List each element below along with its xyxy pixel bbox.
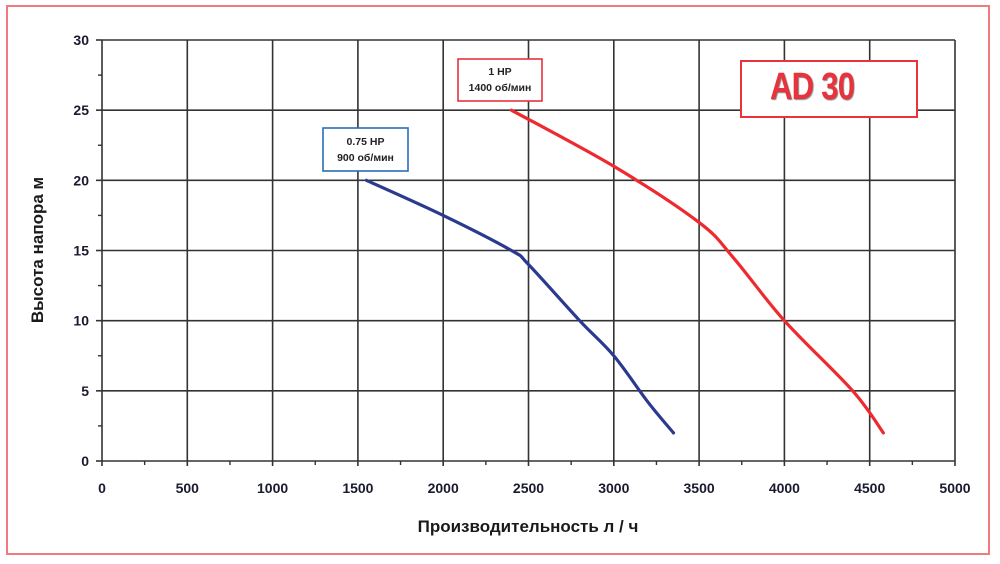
y-tick-label: 15	[73, 243, 89, 259]
series-label-red-line1: 1 HP	[488, 66, 511, 78]
x-tick-label: 4000	[769, 480, 800, 496]
x-tick-label: 1500	[342, 480, 373, 496]
x-tick-label: 500	[176, 480, 200, 496]
curve-1hp	[509, 108, 885, 435]
y-tick-label: 20	[73, 172, 89, 188]
series-label-red-line2: 1400 об/мин	[469, 82, 532, 94]
series-label-blue: 0.75 HP 900 об/мин	[322, 127, 409, 172]
x-tick-label: 5000	[939, 480, 970, 496]
x-axis-title: Производительность л / ч	[418, 517, 639, 536]
x-tick-labels: 0 500 1000 1500 2000 2500 3000 3500 4000 4500 5000	[98, 480, 971, 496]
series-label-blue-line2: 900 об/мин	[337, 152, 394, 164]
series-label-blue-line1: 0.75 HP	[347, 136, 385, 148]
y-tick-label: 0	[81, 453, 89, 469]
model-label: AD 30	[770, 66, 855, 108]
y-axis-title: Высота напора м	[28, 177, 47, 323]
model-label-box: AD 30	[740, 60, 918, 118]
x-tick-label: 4500	[854, 480, 885, 496]
x-tick-label: 3000	[598, 480, 629, 496]
x-tick-label: 3500	[684, 480, 715, 496]
y-tick-label: 10	[73, 313, 89, 329]
x-tick-label: 2500	[513, 480, 544, 496]
y-tick-label: 30	[73, 32, 89, 48]
x-tick-label: 2000	[428, 480, 459, 496]
x-tick-label: 0	[98, 480, 106, 496]
x-tick-label: 1000	[257, 480, 288, 496]
chart-frame	[6, 5, 990, 555]
curve-0-75hp	[364, 178, 676, 435]
axis-ticks	[96, 39, 956, 466]
y-tick-labels: 0 5 10 15 20 25 30	[73, 32, 89, 469]
curves	[364, 108, 885, 435]
y-tick-label: 5	[81, 383, 89, 399]
y-tick-label: 25	[73, 102, 89, 118]
series-label-red: 1 HP 1400 об/мин	[457, 58, 543, 102]
